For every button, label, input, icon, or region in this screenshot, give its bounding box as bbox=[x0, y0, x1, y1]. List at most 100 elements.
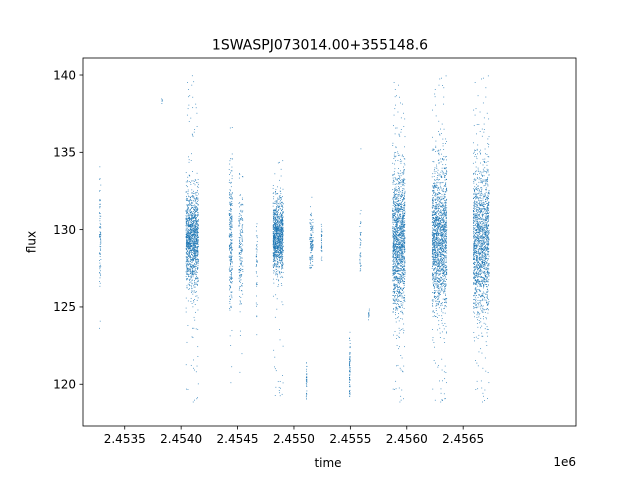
data-point bbox=[191, 258, 193, 260]
data-point bbox=[404, 203, 406, 205]
data-point bbox=[186, 235, 188, 237]
data-point bbox=[228, 269, 230, 271]
data-point bbox=[434, 179, 435, 181]
data-point bbox=[396, 279, 398, 281]
data-point bbox=[195, 241, 197, 243]
data-point bbox=[394, 177, 396, 179]
data-point bbox=[397, 208, 399, 210]
data-point bbox=[186, 242, 187, 244]
data-point bbox=[436, 223, 438, 225]
data-point bbox=[193, 209, 194, 210]
data-point bbox=[280, 227, 282, 229]
data-point bbox=[99, 226, 101, 228]
data-point bbox=[311, 236, 312, 238]
data-point bbox=[401, 172, 403, 174]
data-point bbox=[392, 215, 394, 217]
data-point bbox=[196, 267, 198, 269]
data-point bbox=[443, 87, 445, 89]
data-point bbox=[400, 243, 402, 245]
data-point bbox=[194, 286, 196, 288]
data-point bbox=[272, 214, 274, 216]
data-point bbox=[197, 223, 199, 225]
data-point bbox=[239, 240, 240, 241]
data-point bbox=[394, 196, 396, 197]
data-point bbox=[402, 257, 404, 258]
data-point bbox=[399, 229, 401, 231]
data-point bbox=[197, 208, 198, 210]
data-point bbox=[193, 265, 195, 267]
data-point bbox=[399, 278, 400, 279]
data-point bbox=[399, 217, 401, 219]
data-point bbox=[191, 225, 193, 227]
data-point bbox=[230, 182, 232, 184]
data-point bbox=[275, 239, 277, 241]
data-point bbox=[191, 192, 193, 194]
data-point bbox=[188, 247, 190, 249]
data-point bbox=[197, 237, 199, 238]
data-point bbox=[435, 276, 437, 278]
data-point bbox=[193, 223, 195, 225]
data-point bbox=[273, 235, 275, 237]
data-point bbox=[396, 266, 398, 268]
data-point bbox=[190, 221, 192, 223]
data-point bbox=[400, 207, 402, 209]
data-point bbox=[349, 356, 351, 358]
data-point bbox=[445, 260, 447, 262]
data-point bbox=[231, 197, 233, 198]
data-point bbox=[197, 309, 199, 311]
data-point bbox=[192, 237, 194, 239]
data-point bbox=[396, 243, 398, 245]
data-point bbox=[190, 267, 192, 269]
data-point bbox=[277, 265, 279, 267]
data-point bbox=[400, 268, 402, 269]
data-point bbox=[185, 228, 187, 230]
data-point bbox=[231, 223, 233, 225]
data-point bbox=[403, 195, 405, 196]
data-point bbox=[398, 194, 399, 196]
data-point bbox=[396, 279, 398, 281]
data-point bbox=[194, 233, 196, 235]
data-point bbox=[192, 269, 194, 271]
data-point bbox=[276, 254, 278, 256]
data-point bbox=[190, 250, 192, 252]
data-point bbox=[397, 238, 399, 240]
data-point bbox=[274, 254, 276, 256]
data-point bbox=[349, 386, 351, 388]
data-point bbox=[392, 202, 394, 204]
data-point bbox=[392, 205, 394, 206]
data-point bbox=[229, 247, 230, 249]
data-point bbox=[311, 241, 312, 243]
data-point bbox=[394, 244, 396, 245]
data-point bbox=[404, 269, 406, 271]
data-point bbox=[195, 238, 197, 240]
data-point bbox=[196, 261, 198, 263]
data-point bbox=[282, 236, 284, 238]
data-point bbox=[399, 259, 401, 261]
data-point bbox=[274, 227, 276, 229]
data-point bbox=[400, 301, 402, 302]
data-point bbox=[239, 219, 241, 221]
data-point bbox=[231, 242, 233, 244]
data-point bbox=[403, 269, 405, 270]
data-point bbox=[190, 226, 191, 228]
data-point bbox=[394, 214, 396, 216]
data-point bbox=[395, 258, 397, 260]
data-point bbox=[273, 192, 275, 194]
data-point bbox=[185, 225, 187, 226]
data-point bbox=[240, 297, 242, 298]
data-point bbox=[273, 253, 275, 255]
data-point bbox=[195, 220, 197, 222]
data-point bbox=[399, 260, 401, 262]
data-point bbox=[392, 236, 394, 238]
data-point bbox=[242, 232, 244, 233]
data-point bbox=[186, 232, 188, 234]
data-point bbox=[194, 227, 196, 228]
data-point bbox=[279, 234, 280, 236]
data-point bbox=[401, 278, 403, 280]
data-point bbox=[195, 257, 197, 258]
data-point bbox=[359, 261, 361, 263]
data-point bbox=[194, 238, 195, 240]
data-point bbox=[196, 277, 198, 279]
data-point bbox=[196, 229, 198, 231]
data-point bbox=[194, 207, 196, 209]
